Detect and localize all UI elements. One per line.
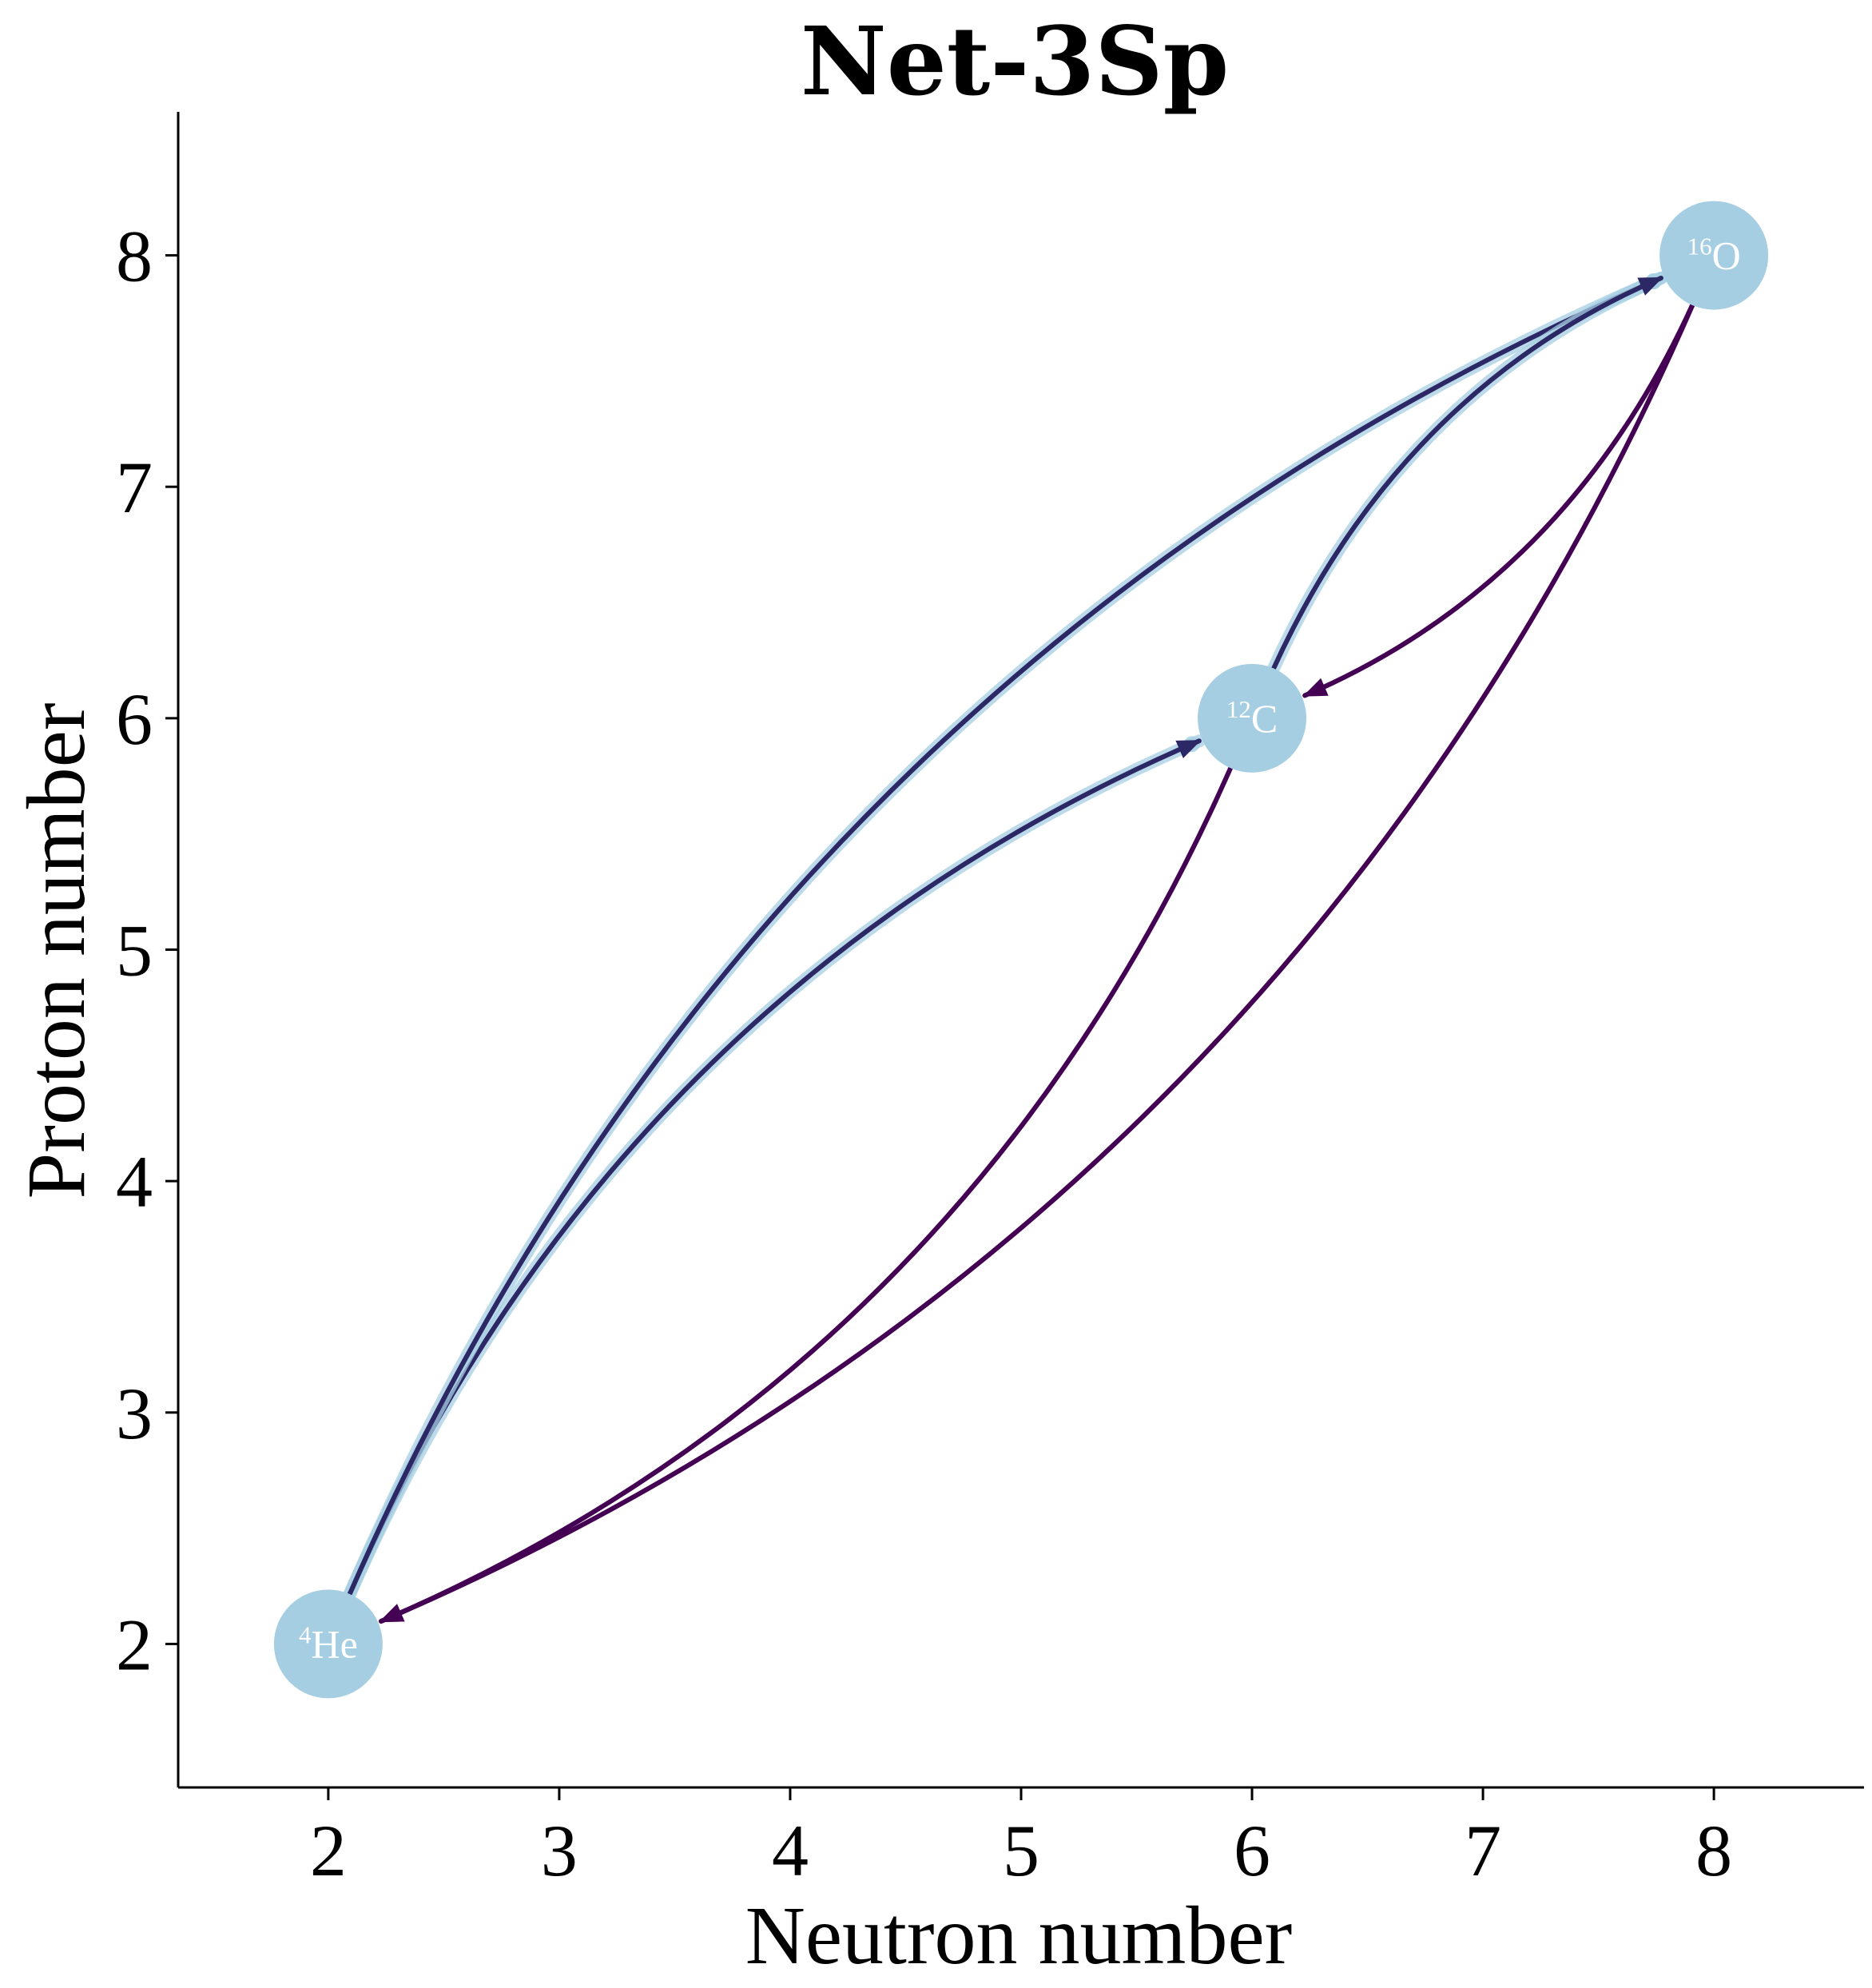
link-highlight bbox=[333, 272, 1667, 1624]
node-12C bbox=[1198, 663, 1307, 773]
x-tick-label: 4 bbox=[772, 1810, 809, 1891]
y-tick-label: 5 bbox=[116, 910, 153, 992]
chart-title: Net-3Sp bbox=[801, 6, 1229, 117]
nodes-layer: 4He 12C 16O bbox=[273, 201, 1769, 1699]
links-layer bbox=[333, 272, 1705, 1624]
x-tick-label: 5 bbox=[1003, 1810, 1039, 1891]
link-4He-to-12C bbox=[337, 738, 1202, 1620]
link-highlight bbox=[1257, 272, 1667, 698]
axes bbox=[177, 112, 1864, 1789]
x-tick-label: 6 bbox=[1234, 1810, 1270, 1891]
y-tick-label: 8 bbox=[116, 216, 153, 297]
x-tick-label: 8 bbox=[1695, 1810, 1732, 1891]
y-tick-label: 3 bbox=[116, 1373, 153, 1454]
y-tick-label: 6 bbox=[116, 678, 153, 760]
y-tick-label: 7 bbox=[116, 447, 153, 528]
x-tick-label: 7 bbox=[1465, 1810, 1501, 1891]
x-tick-label: 3 bbox=[541, 1810, 578, 1891]
node-label-16O: 16O bbox=[1687, 233, 1741, 278]
x-ticks: 2 3 4 5 6 7 8 bbox=[310, 1787, 1732, 1891]
link-12C-to-16O bbox=[1261, 276, 1663, 694]
link-16O-to-4He bbox=[379, 280, 1705, 1624]
node-16O bbox=[1659, 201, 1769, 310]
y-axis-label: Proton number bbox=[10, 702, 102, 1199]
node-label-12C: 12C bbox=[1226, 695, 1278, 741]
x-tick-label: 2 bbox=[310, 1810, 347, 1891]
x-axis-label: Neutron number bbox=[745, 1890, 1292, 1982]
node-label-4He: 4He bbox=[299, 1620, 358, 1666]
node-4He bbox=[273, 1589, 383, 1699]
y-tick-label: 2 bbox=[116, 1604, 153, 1685]
link-16O-to-12C bbox=[1302, 280, 1705, 698]
link-4He-to-16O bbox=[337, 276, 1663, 1620]
y-ticks: 2 3 4 5 6 7 8 bbox=[116, 216, 178, 1685]
y-tick-label: 4 bbox=[116, 1141, 153, 1223]
link-12C-to-4He bbox=[379, 743, 1243, 1624]
link-highlight bbox=[333, 734, 1206, 1624]
